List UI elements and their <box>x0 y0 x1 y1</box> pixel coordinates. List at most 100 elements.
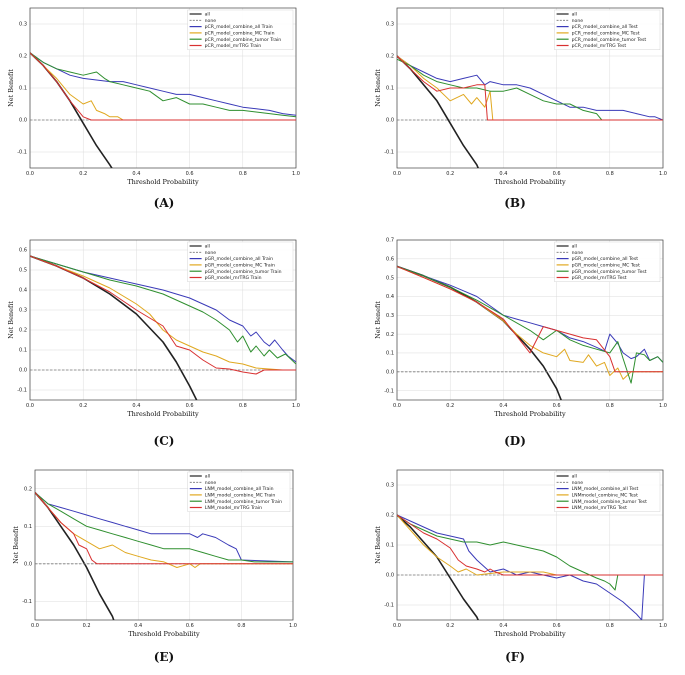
legend-label: none <box>205 251 217 256</box>
x-tick-label: 0.2 <box>446 623 454 629</box>
y-tick-label: 0.2 <box>386 332 394 338</box>
y-tick-label: -0.1 <box>17 150 27 156</box>
x-tick-label: 1.0 <box>659 623 667 629</box>
x-tick-label: 1.0 <box>292 403 300 409</box>
y-tick-label: 0.3 <box>386 483 394 489</box>
legend-box <box>554 9 661 50</box>
legend-box <box>187 471 291 512</box>
series-line-3 <box>30 52 296 121</box>
legend-label: all <box>205 244 210 250</box>
series-group <box>397 265 663 400</box>
legend-box <box>554 241 661 282</box>
legend-label: pCR_model_mrTRG Train <box>205 43 262 49</box>
legend-box <box>554 471 661 512</box>
x-tick-label: 0.6 <box>186 171 194 177</box>
plot-frame <box>396 469 664 621</box>
series-group <box>35 491 293 620</box>
x-tick-label: 0.2 <box>79 171 87 177</box>
y-tick-label: 0.2 <box>19 328 27 334</box>
y-tick-label: 0.1 <box>19 348 27 354</box>
legend-label: pGR_model_mrTRG Test <box>572 275 627 281</box>
series-line-2 <box>397 55 663 121</box>
series-line-4 <box>397 58 663 121</box>
legend-label: LNMmodel_combine_MC Test <box>572 493 638 499</box>
x-tick-label: 0.6 <box>553 623 561 629</box>
y-tick-label: 0.2 <box>386 513 394 519</box>
panel-d: 0.0 0.2 0.4 0.6 0.8 1.0 -0.1 0.0 0.1 0.2 0.3 0.4 0.5… <box>345 228 675 448</box>
series-line-5 <box>397 514 663 576</box>
series-group <box>30 255 296 400</box>
panel-label-e: (E) <box>153 650 175 664</box>
chart-f: 0.0 0.2 0.4 0.6 0.8 1.0 -0.1 0.0 0.1 0.2 0.3 Thresh… <box>374 469 667 638</box>
x-axis-title: Threshold Probability <box>494 410 566 418</box>
panel-label-f: (F) <box>505 650 525 664</box>
series-line-5 <box>30 255 296 375</box>
legend-label: pGR_model_mrTRG Train <box>205 275 262 281</box>
y-tick-label: 0.2 <box>386 54 394 60</box>
y-tick-label: 0.4 <box>386 294 394 300</box>
x-tick-label: 0.4 <box>132 171 140 177</box>
panel-b: 0.0 0.2 0.4 0.6 0.8 1.0 -0.1 0.0 0.1 0.2 0.3 Thresh… <box>345 0 675 215</box>
plot-frame <box>396 239 664 401</box>
series-line-4 <box>35 492 293 563</box>
plot-frame <box>29 239 297 401</box>
x-tick-label: 1.0 <box>659 171 667 177</box>
plot-frame <box>29 7 297 169</box>
panel-label-d: (D) <box>504 434 526 448</box>
y-tick-label: 0.1 <box>386 86 394 92</box>
y-tick-label: -0.1 <box>384 150 394 156</box>
plot-frame <box>396 7 664 169</box>
legend-label: LNM_model_combine_tumor Test <box>572 499 647 505</box>
series-line-5 <box>30 52 296 121</box>
y-tick-label: 0.1 <box>19 86 27 92</box>
y-tick-label: 0.6 <box>19 248 27 254</box>
x-tick-label: 0.0 <box>26 171 34 177</box>
x-axis-title: Threshold Probability <box>127 178 199 186</box>
y-tick-label: 0.0 <box>386 118 394 124</box>
legend-label: LNM_model_combine_tumor Train <box>205 499 282 505</box>
y-tick-label: -0.1 <box>384 603 394 609</box>
x-axis-title: Threshold Probability <box>128 630 200 638</box>
panel-c: 0.0 0.2 0.4 0.6 0.8 1.0 -0.1 0.0 0.1 0.2 0.3 0.4 0.5… <box>0 228 330 448</box>
chart-e: 0.0 0.2 0.4 0.6 0.8 1.0 -0.1 0.0 0.1 0.2 Threshold… <box>12 469 297 638</box>
legend-box <box>187 9 294 50</box>
series-group <box>30 52 296 168</box>
legend-label: pCR_model_combine_all Train <box>205 24 273 30</box>
series-line-2 <box>35 492 293 563</box>
series-line-0 <box>397 514 480 620</box>
legend-label: LNM_model_combine_all Test <box>572 486 639 492</box>
series-group <box>397 514 663 620</box>
x-axis-title: Threshold Probability <box>127 410 199 418</box>
x-tick-label: 0.4 <box>132 403 140 409</box>
legend-label: pCR_model_combine_tumor Train <box>205 37 282 43</box>
y-axis-title: Net Benefit <box>374 69 382 107</box>
x-tick-label: 0.2 <box>446 171 454 177</box>
legend-label: pCR_model_combine_tumor Test <box>572 37 647 43</box>
y-axis-title: Net Benefit <box>374 526 382 564</box>
legend-label: LNM_model_combine_MC Train <box>205 493 276 499</box>
legend-label: none <box>572 251 584 256</box>
legend-label: all <box>205 12 210 18</box>
panel-f: 0.0 0.2 0.4 0.6 0.8 1.0 -0.1 0.0 0.1 0.2 0.3 Thresh… <box>345 458 675 675</box>
legend-box <box>187 241 294 282</box>
x-tick-label: 0.8 <box>606 623 614 629</box>
x-tick-label: 0.4 <box>499 403 507 409</box>
x-tick-label: 0.8 <box>237 623 245 629</box>
legend-label: pGR_model_combine_all Train <box>205 256 274 262</box>
x-tick-label: 0.8 <box>239 403 247 409</box>
y-axis-title: Net Benefit <box>12 526 20 564</box>
legend-label: none <box>572 481 584 486</box>
x-tick-label: 1.0 <box>292 171 300 177</box>
legend-label: all <box>572 474 577 480</box>
panel-e: 0.0 0.2 0.4 0.6 0.8 1.0 -0.1 0.0 0.1 0.2 Threshold… <box>0 458 330 675</box>
series-line-4 <box>30 52 296 118</box>
x-tick-label: 0.0 <box>26 403 34 409</box>
legend-label: pCR_model_combine_MC Test <box>572 31 640 37</box>
legend-label: pGR_model_combine_tumor Train <box>205 269 282 275</box>
series-line-2 <box>30 52 296 116</box>
x-tick-label: 0.4 <box>134 623 142 629</box>
y-tick-label: 0.3 <box>386 22 394 28</box>
y-axis-title: Net Benefit <box>374 301 382 339</box>
series-line-4 <box>30 255 296 365</box>
legend-label: LNM_model_combine_all Train <box>205 486 274 492</box>
